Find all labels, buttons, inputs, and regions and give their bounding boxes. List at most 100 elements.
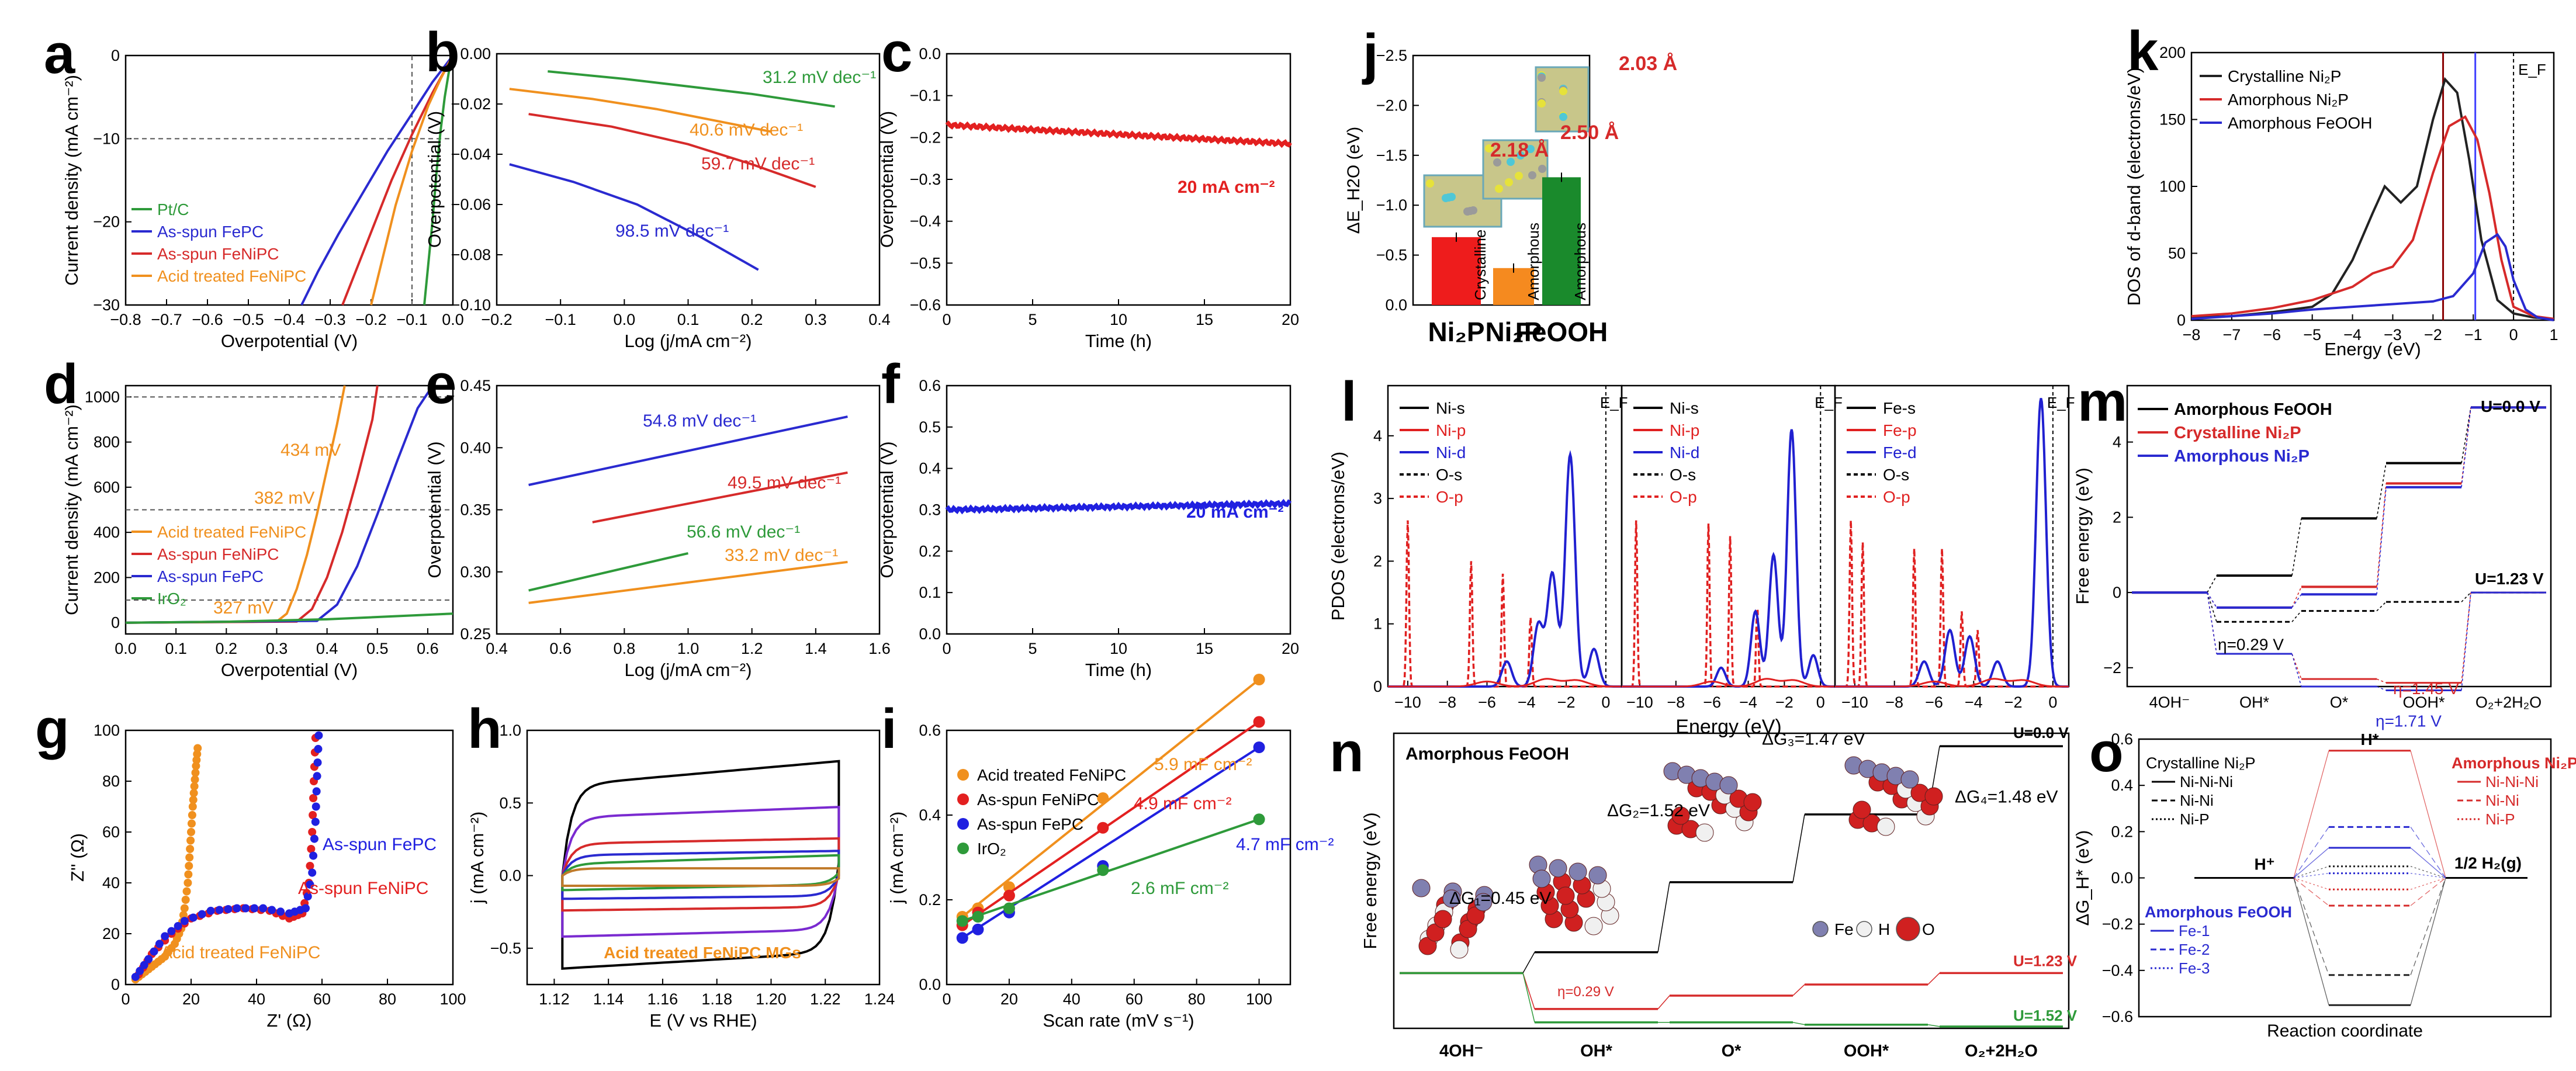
connector [2293, 866, 2329, 879]
connector [2410, 827, 2446, 878]
data-point [187, 819, 196, 828]
x-tick-label: −0.2 [355, 311, 386, 328]
data-point [306, 880, 314, 889]
y-tick-label: −0.10 [451, 296, 491, 314]
y-tick-label: −0.2 [2102, 916, 2133, 933]
atom [1515, 172, 1523, 180]
slope-label: 59.7 mV dec⁻¹ [701, 154, 815, 174]
x-tick-label: 0 [2509, 326, 2518, 344]
x-tick-label: 10 [1110, 640, 1127, 657]
data-point [184, 870, 193, 879]
connector [2291, 518, 2302, 576]
y-axis-label: j (mA cm⁻²) [887, 812, 907, 904]
slope-label: 40.6 mV dec⁻¹ [690, 120, 803, 140]
slope-label: 56.6 mV dec⁻¹ [687, 522, 800, 542]
data-point [1097, 822, 1109, 834]
panel-e: 0.4 0.6 0.8 1.0 1.2 1.4 1.6 0.25 0.30 0.35 0.40 0.4… [424, 353, 891, 680]
capacitance-label: 2.6 mF cm⁻² [1131, 879, 1229, 898]
x-tick-label: −3 [2384, 326, 2402, 344]
x-tick-label: 1.0 [677, 640, 700, 657]
x-tick-label: 15 [1196, 311, 1213, 328]
legend-label: O [1922, 920, 1935, 938]
connector [2376, 487, 2387, 595]
y-tick-label: 20 [102, 925, 120, 942]
slope-label: 33.2 mV dec⁻¹ [725, 546, 838, 565]
atom [1434, 910, 1452, 928]
connector [1927, 972, 1940, 985]
x-tick-label: 80 [1188, 990, 1206, 1008]
sample-label: Acid treated FeNiPC MGs [604, 944, 801, 962]
x-tick-label: −4 [1518, 694, 1536, 711]
data-point [224, 904, 233, 913]
x-tick-label: 40 [248, 990, 265, 1008]
connector [2207, 575, 2217, 593]
x-tick-label: 0 [2048, 694, 2057, 711]
legend-label: IrO₂ [157, 590, 186, 608]
atom [1442, 889, 1461, 908]
atom [1463, 207, 1471, 216]
y-tick-label: 0.5 [499, 794, 521, 812]
atom [1538, 99, 1546, 108]
legend-label: As-spun FeNiPC [157, 245, 279, 263]
connector [1522, 973, 1535, 1023]
legend-label: Ni-Ni [2180, 792, 2214, 809]
atom [1588, 866, 1607, 885]
connector [1522, 973, 1535, 1010]
connector [2291, 587, 2302, 608]
atom [1853, 800, 1871, 819]
state-label: 1/2 H₂(g) [2454, 854, 2522, 872]
condition-label: 20 mA cm⁻² [1186, 502, 1283, 522]
y-tick-label: 0.30 [460, 563, 491, 581]
x-tick-label: 0.3 [266, 640, 288, 657]
data-point [198, 910, 206, 919]
panel-label: e [425, 353, 456, 415]
connector [2293, 847, 2329, 878]
category-label: FeOOH [1515, 317, 1608, 347]
x-tick-label: 0.6 [417, 640, 439, 657]
legend-marker [1896, 917, 1920, 941]
x-tick-label: 20 [1282, 311, 1299, 328]
y-tick-label: 60 [102, 823, 120, 841]
x-tick-label: 1.14 [593, 990, 624, 1008]
series-line [945, 120, 1292, 148]
legend-marker [957, 769, 969, 781]
data-point [140, 961, 148, 969]
legend-label: Amorphous FeOOH [2174, 400, 2332, 419]
data-point [310, 834, 318, 843]
data-point [161, 932, 169, 941]
series-line [2191, 115, 2554, 320]
bond-length-label: 2.18 Å [1490, 139, 1549, 161]
y-tick-label: 0.4 [919, 806, 941, 824]
series-line [548, 70, 835, 108]
atom [1538, 74, 1546, 82]
x-tick-label: −4 [2343, 326, 2362, 344]
plot-frame [946, 729, 1292, 986]
data-point [191, 768, 200, 777]
legend-title: Crystalline Ni₂P [2146, 754, 2256, 772]
x-tick-label: 1.4 [805, 640, 827, 657]
overpotential-label: 382 mV [254, 488, 314, 508]
y-axis-label: Overpotential (V) [877, 441, 897, 578]
y-tick-label: −0.04 [451, 145, 491, 163]
x-tick-label: 0.6 [549, 640, 572, 657]
atom [1569, 862, 1587, 881]
connector [1927, 1024, 1940, 1027]
legend-label: Amorphous FeOOH [2228, 114, 2372, 132]
connector [2376, 601, 2387, 612]
delta-g-label: ΔG₃=1.47 eV [1762, 730, 1865, 749]
legend-label: Fe-1 [2179, 922, 2210, 940]
x-tick-label: 0 [942, 640, 951, 657]
x-tick-label: 0 [942, 311, 951, 328]
x-tick-label: 5 [1028, 640, 1037, 657]
data-point [1003, 889, 1015, 902]
atom [1584, 917, 1603, 935]
y-tick-label: 0.45 [460, 377, 491, 394]
x-tick-label: −0.1 [545, 311, 576, 328]
x-tick-label: −0.8 [110, 311, 141, 328]
data-point [302, 904, 310, 913]
connector [2293, 827, 2329, 878]
data-point [215, 906, 224, 914]
category-label: OOH* [2402, 694, 2445, 711]
legend-label: Fe-3 [2179, 959, 2210, 977]
y-tick-label: 150 [2159, 111, 2186, 129]
